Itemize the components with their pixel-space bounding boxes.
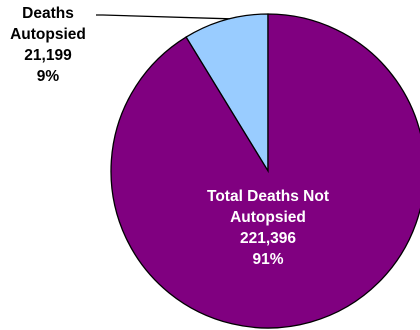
pie-slices [110,13,420,329]
slice-label-line-2: Autopsied [10,26,86,43]
slice-value-label: 221,396 [239,230,297,247]
slice-percent-label: 91% [252,251,284,268]
slice-label-line-2: Autopsied [230,209,306,226]
slice-label-not-autopsied: Total Deaths Not Autopsied 221,396 91% [168,186,368,270]
slice-label-line-1: Deaths [22,5,74,22]
pie-slice-total-deaths-not-autopsied [110,13,420,329]
pie-slice-deaths-autopsied [185,13,269,174]
slice-label-line-1: Total Deaths Not [207,188,329,205]
slice-percent-label: 9% [36,68,60,85]
slice-label-deaths-autopsied: Deaths Autopsied 21,199 9% [0,3,96,87]
leader-line [96,14,230,20]
slice-value-label: 21,199 [24,47,72,64]
